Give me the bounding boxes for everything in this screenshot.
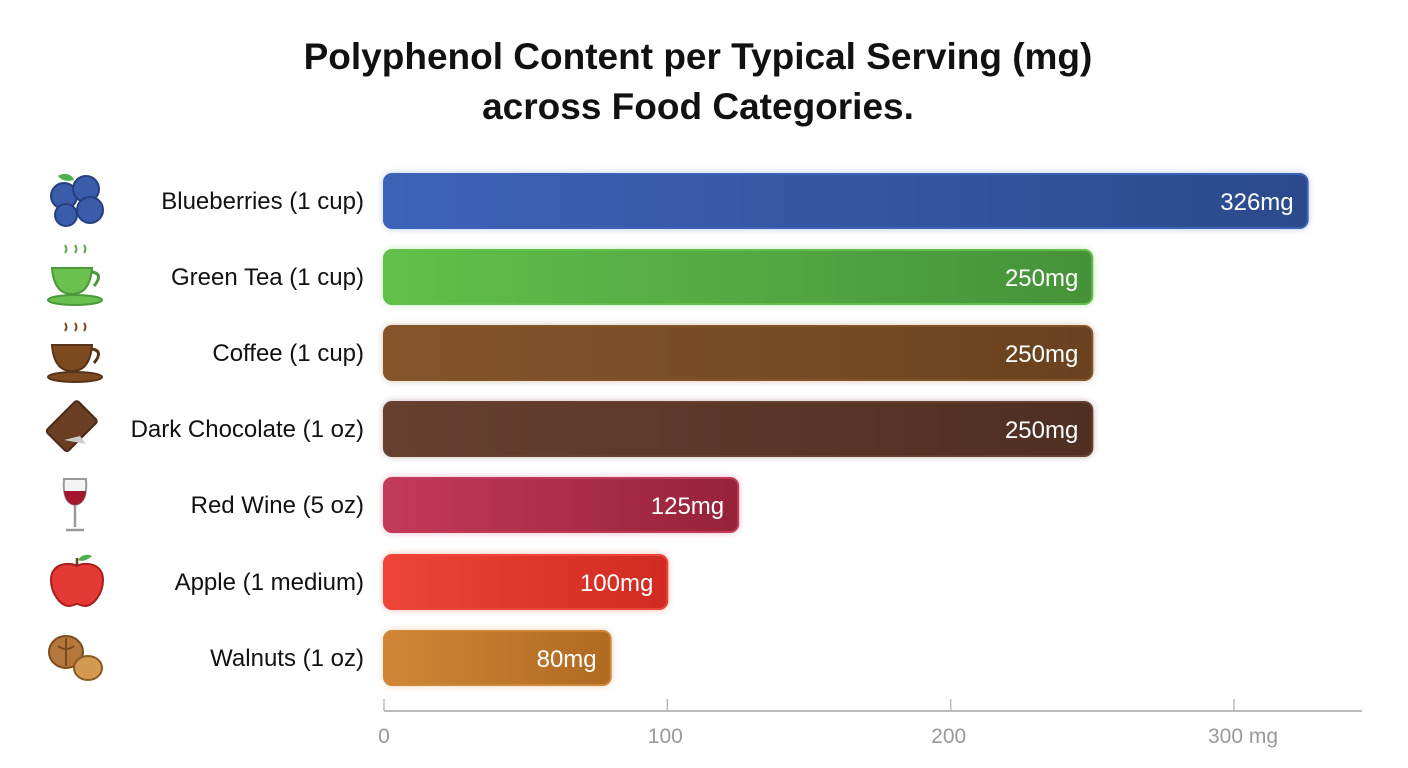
bar (383, 401, 1094, 457)
bar (383, 325, 1094, 381)
blueberries-icon (50, 173, 104, 227)
bar-row: Red Wine (5 oz) 125mg (62, 477, 740, 533)
bar-row: Walnuts (1 oz) 80mg (48, 630, 612, 686)
apple-icon (49, 554, 105, 608)
title-line-2: across Food Categories. (482, 86, 914, 127)
bar (383, 249, 1094, 305)
data-label: 326mg (1220, 189, 1293, 216)
coffee-cup-icon (47, 322, 103, 383)
bar-row: Green Tea (1 cup) 250mg (47, 244, 1094, 306)
category-label: Apple (1 medium) (175, 569, 364, 596)
category-label: Green Tea (1 cup) (171, 264, 364, 291)
title-line-1: Polyphenol Content per Typical Serving (… (303, 36, 1093, 77)
bar-row: Apple (1 medium) 100mg (49, 554, 669, 610)
data-label: 250mg (1005, 341, 1078, 368)
wine-glass-icon (62, 478, 88, 532)
category-label: Walnuts (1 oz) (210, 645, 364, 672)
chocolate-bar-icon (45, 400, 98, 453)
bar (383, 630, 612, 686)
category-label: Blueberries (1 cup) (161, 188, 364, 215)
green-tea-cup-icon (47, 244, 103, 306)
x-tick-label: 0 (378, 725, 390, 748)
data-label: 125mg (651, 493, 724, 520)
bar (383, 554, 669, 610)
bar (383, 173, 1309, 229)
bar-row: Blueberries (1 cup) 326mg (50, 173, 1309, 229)
data-label: 80mg (537, 646, 597, 673)
data-label: 250mg (1005, 265, 1078, 292)
bar-row: Coffee (1 cup) 250mg (47, 322, 1094, 383)
data-label: 100mg (580, 570, 653, 597)
walnut-icon (48, 635, 103, 681)
data-label: 250mg (1005, 417, 1078, 444)
category-label: Dark Chocolate (1 oz) (131, 416, 364, 443)
x-tick-label: 300 mg (1208, 725, 1278, 748)
x-tick-label: 100 (648, 725, 683, 748)
x-tick-label: 200 (931, 725, 966, 748)
bar (383, 477, 740, 533)
category-label: Red Wine (5 oz) (191, 492, 364, 519)
bar-row: Dark Chocolate (1 oz) 250mg (45, 400, 1094, 457)
category-label: Coffee (1 cup) (212, 340, 364, 367)
chart-title: Polyphenol Content per Typical Serving (… (0, 32, 1396, 132)
